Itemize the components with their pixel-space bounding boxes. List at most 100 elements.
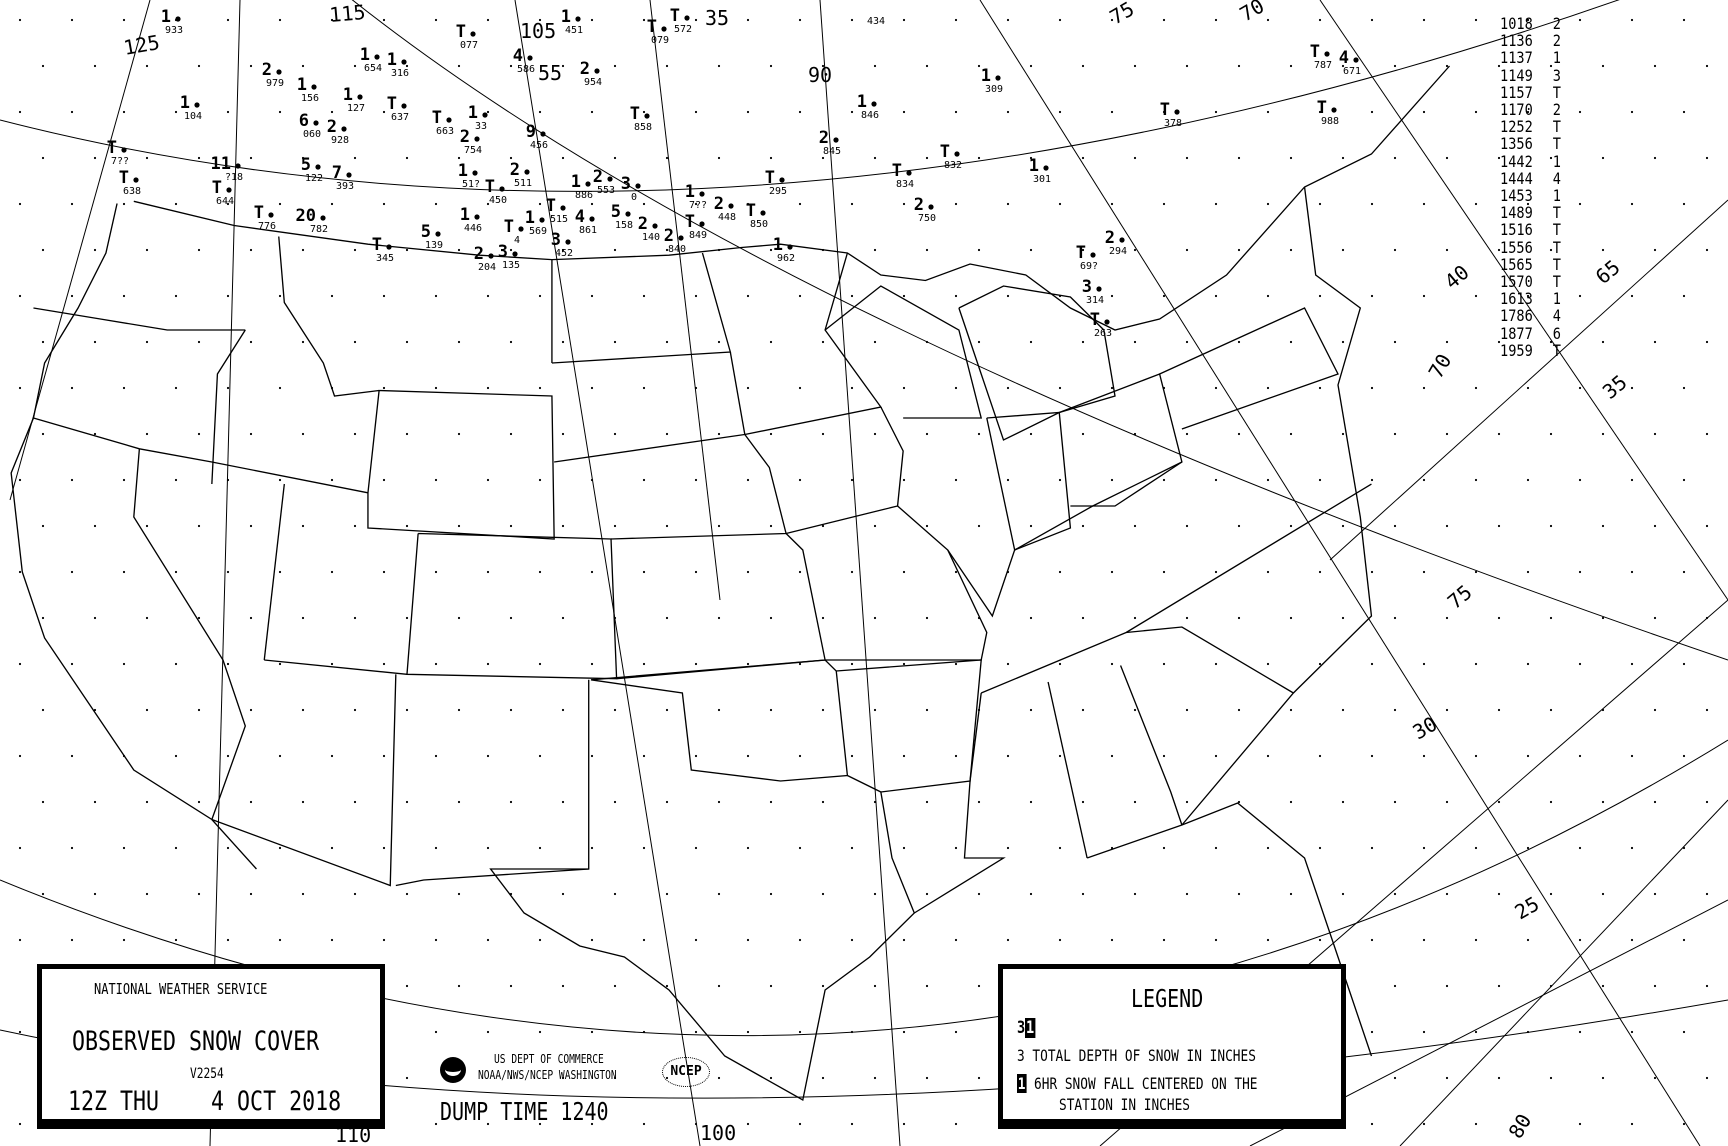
grid-dot	[1370, 938, 1374, 942]
grid-dot	[1630, 1122, 1634, 1126]
grid-dot	[798, 570, 802, 574]
grid-dot	[1162, 110, 1166, 114]
boundary-line	[133, 448, 247, 820]
grid-dot	[93, 800, 97, 804]
grid-dot	[1266, 294, 1270, 298]
grid-dot	[1266, 202, 1270, 206]
grid-dot	[1474, 938, 1478, 942]
grid-dot	[665, 616, 669, 620]
grid-dot	[1110, 662, 1114, 666]
grid-dot	[1705, 340, 1709, 344]
grid-dot	[330, 110, 334, 114]
grid-dot	[1370, 846, 1374, 850]
grid-dot	[1289, 64, 1293, 68]
grid-dot	[1445, 248, 1449, 252]
grid-dot	[1497, 156, 1501, 160]
station-snow-depth: 4	[1339, 48, 1349, 68]
station-dot	[787, 244, 793, 250]
station-id: 787	[1314, 60, 1332, 71]
grid-dot	[1682, 386, 1686, 390]
station-id: 1442	[1500, 151, 1533, 171]
grid-dot	[1058, 202, 1062, 206]
grid-dot	[1289, 432, 1293, 436]
grid-label: 75	[1443, 580, 1477, 614]
grid-dot	[1526, 846, 1530, 850]
grid-dot	[1110, 570, 1114, 574]
station-id: 1136	[1500, 31, 1533, 51]
grid-dot	[197, 64, 201, 68]
grid-dot	[590, 662, 594, 666]
grid-dot	[486, 18, 490, 22]
grid-dot	[1422, 1122, 1426, 1126]
grid-dot	[1081, 248, 1085, 252]
grid-dot	[746, 1030, 750, 1034]
grid-dot	[1422, 386, 1426, 390]
grid-dot	[1474, 478, 1478, 482]
station-dot	[1331, 107, 1337, 113]
grid-dot	[405, 432, 409, 436]
grid-dot	[1497, 800, 1501, 804]
grid-dot	[405, 524, 409, 528]
grid-dot	[954, 846, 958, 850]
station-dot	[357, 94, 363, 100]
station-id: 832	[944, 160, 962, 171]
grid-dot	[1653, 1076, 1657, 1080]
grid-dot	[457, 432, 461, 436]
grid-dot	[746, 570, 750, 574]
station-id: 1489	[1500, 203, 1533, 223]
station-dot	[474, 136, 480, 142]
station-dot	[560, 205, 566, 211]
station-id: 51?	[462, 179, 480, 190]
legend-title: LEGEND	[1131, 984, 1204, 1013]
grid-dot	[434, 754, 438, 758]
grid-dot	[1214, 386, 1218, 390]
grid-dot	[1474, 662, 1478, 666]
grid-dot	[41, 524, 45, 528]
grid-dot	[1289, 156, 1293, 160]
grid-dot	[1058, 18, 1062, 22]
grid-dot	[538, 110, 542, 114]
station-snow-value: T	[1552, 254, 1561, 274]
grid-dot	[694, 110, 698, 114]
grid-dot	[1370, 662, 1374, 666]
grid-dot	[70, 754, 74, 758]
station-id: 845	[823, 146, 841, 157]
grid-dot	[798, 386, 802, 390]
grid-dot	[1578, 386, 1582, 390]
grid-dot	[717, 984, 721, 988]
grid-dot	[70, 478, 74, 482]
boundary-line	[1047, 681, 1088, 859]
grid-dot	[70, 662, 74, 666]
station-snow-depth: T	[107, 138, 117, 158]
station-snow-value: T	[1552, 272, 1561, 292]
grid-dot	[1341, 248, 1345, 252]
station-id: 850	[750, 219, 768, 230]
station-table-row: 1444 4	[1500, 170, 1561, 187]
grid-dot	[1162, 846, 1166, 850]
grid-dot	[746, 202, 750, 206]
grid-dot	[353, 616, 357, 620]
grid-dot	[1526, 1122, 1530, 1126]
grid-dot	[694, 570, 698, 574]
station-id: 450	[489, 195, 507, 206]
station-id: 263	[1094, 328, 1112, 339]
station-snow-depth: 5	[301, 155, 311, 175]
grid-dot	[41, 892, 45, 896]
grid-dot	[457, 524, 461, 528]
station-dot	[699, 191, 705, 197]
station-id: 4	[514, 235, 520, 246]
grid-dot	[93, 340, 97, 344]
station-id: 886	[575, 190, 593, 201]
grid-label: 70	[1424, 350, 1457, 383]
grid-dot	[1601, 1076, 1605, 1080]
grid-dot	[278, 754, 282, 758]
grid-dot	[509, 708, 513, 712]
grid-dot	[694, 478, 698, 482]
grid-dot	[405, 1076, 409, 1080]
grid-dot	[1549, 800, 1553, 804]
station-marker: T7??	[107, 138, 129, 167]
